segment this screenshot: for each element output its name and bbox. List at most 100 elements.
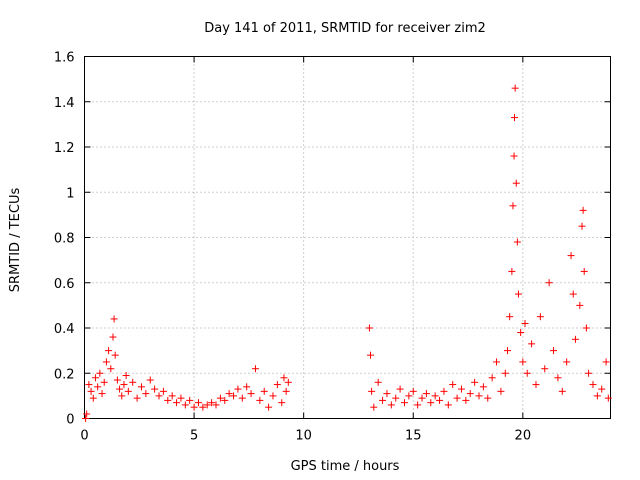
y-axis-label: SRMTID / TECUs	[8, 188, 23, 293]
data-point	[265, 403, 273, 411]
data-point	[133, 394, 141, 402]
data-point	[102, 358, 110, 366]
data-point	[523, 369, 531, 377]
data-point	[83, 410, 91, 418]
data-point	[475, 392, 483, 400]
data-point	[212, 401, 220, 409]
data-point	[89, 394, 97, 402]
data-point	[96, 369, 104, 377]
y-tick-label: 0.4	[54, 322, 75, 337]
y-tick-label: 0.8	[54, 232, 75, 247]
data-point	[511, 84, 519, 92]
data-point	[580, 267, 588, 275]
x-tick-label: 0	[80, 429, 88, 444]
data-point	[186, 396, 194, 404]
plot-frame	[84, 56, 611, 419]
data-point	[155, 392, 163, 400]
y-tick-label: 1.6	[54, 51, 75, 66]
data-point	[82, 415, 90, 422]
data-point	[503, 347, 511, 355]
data-point	[414, 401, 422, 409]
data-point	[513, 238, 521, 246]
data-point	[151, 385, 159, 393]
data-point	[444, 401, 452, 409]
data-point	[528, 340, 536, 348]
data-point	[234, 385, 242, 393]
data-point	[269, 392, 277, 400]
data-point	[173, 399, 181, 407]
data-point	[585, 369, 593, 377]
data-point	[519, 358, 527, 366]
data-point	[284, 378, 292, 386]
data-point	[367, 351, 375, 359]
data-point	[190, 403, 198, 411]
data-point	[471, 378, 479, 386]
data-point	[113, 376, 121, 384]
data-point	[536, 313, 544, 321]
data-point	[514, 290, 522, 298]
data-point	[374, 378, 382, 386]
y-tick-label: 1.2	[54, 141, 75, 156]
data-point	[598, 385, 606, 393]
data-point	[168, 392, 176, 400]
data-point	[541, 365, 549, 373]
data-point	[431, 392, 439, 400]
data-point	[273, 381, 281, 389]
data-point	[105, 347, 113, 355]
axes: 0 0.2 0.4 0.6 0.8 1 1.2 1.4 1.6 0 5 10 15 20	[54, 51, 611, 444]
data-point	[111, 351, 119, 359]
data-point	[387, 401, 395, 409]
y-tick-label: 0	[66, 413, 74, 428]
data-point	[576, 301, 584, 309]
data-point	[396, 385, 404, 393]
y-tick-label: 0.2	[54, 367, 75, 382]
data-point	[120, 381, 128, 389]
data-point	[571, 335, 579, 343]
data-point	[260, 387, 268, 395]
grid	[84, 56, 611, 419]
data-point	[517, 329, 525, 337]
data-point	[181, 401, 189, 409]
data-point	[107, 365, 115, 373]
data-point	[479, 383, 487, 391]
data-point	[142, 390, 150, 398]
data-point	[368, 387, 376, 395]
data-point	[506, 313, 514, 321]
data-point	[199, 403, 207, 411]
data-point	[593, 392, 601, 400]
data-point	[194, 399, 202, 407]
data-point	[137, 383, 145, 391]
data-point	[365, 324, 373, 332]
data-point	[509, 202, 517, 210]
data-point	[208, 399, 216, 407]
data-point	[510, 152, 518, 160]
data-point	[91, 374, 99, 382]
data-point	[427, 399, 435, 407]
data-point	[280, 374, 288, 382]
y-tick-label: 0.6	[54, 277, 75, 292]
data-series	[82, 84, 612, 422]
data-point	[497, 387, 505, 395]
data-point	[558, 387, 566, 395]
data-point	[405, 392, 413, 400]
data-point	[98, 390, 106, 398]
data-point	[230, 392, 238, 400]
data-point	[118, 392, 126, 400]
data-point	[582, 324, 590, 332]
data-point	[110, 315, 118, 323]
data-point	[87, 387, 95, 395]
data-point	[256, 396, 264, 404]
data-point	[164, 396, 172, 404]
data-point	[422, 390, 430, 398]
x-tick-label: 5	[190, 429, 198, 444]
x-tick-label: 10	[295, 429, 312, 444]
data-point	[453, 394, 461, 402]
data-point	[493, 358, 501, 366]
data-point	[466, 390, 474, 398]
data-point	[449, 381, 457, 389]
data-point	[370, 403, 378, 411]
data-point	[563, 358, 571, 366]
data-point	[379, 396, 387, 404]
data-point	[251, 365, 259, 373]
